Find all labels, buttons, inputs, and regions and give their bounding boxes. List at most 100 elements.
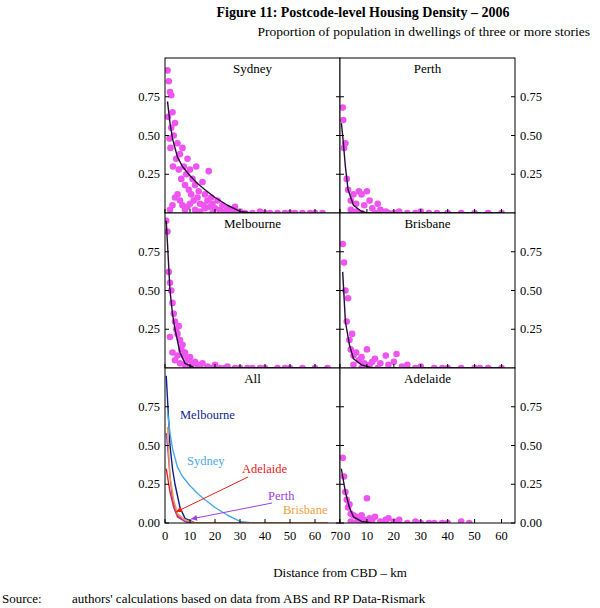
- line: [166, 433, 327, 523]
- x-tick: [340, 519, 341, 523]
- x-tick: [290, 519, 291, 523]
- point: [165, 67, 171, 74]
- y-tick: [336, 445, 340, 446]
- point: [340, 104, 346, 111]
- x-tick: [290, 364, 291, 368]
- source: authors' calculations based on data from…: [72, 591, 426, 606]
- plot-marks: [340, 455, 473, 523]
- point: [175, 323, 182, 330]
- x-tick: [340, 209, 341, 213]
- y-tick: [511, 484, 515, 485]
- point: [341, 259, 348, 266]
- y-tick: [340, 135, 344, 136]
- x-tick-label: 60: [309, 529, 322, 543]
- y-tick: [165, 290, 169, 291]
- arrow-head: [176, 507, 183, 512]
- plot-marks: [165, 217, 331, 368]
- line: [168, 411, 328, 523]
- y-tick-label: 0.25: [138, 477, 160, 491]
- point: [165, 228, 171, 235]
- x-tick-label: 20: [209, 529, 222, 543]
- y-tick: [340, 406, 344, 407]
- point: [199, 179, 206, 186]
- x-tick: [190, 364, 191, 368]
- y-tick: [336, 174, 340, 175]
- figure-subtitle: Proportion of population in dwellings of…: [257, 24, 590, 39]
- x-tick: [340, 364, 341, 368]
- x-tick: [215, 519, 216, 523]
- point: [382, 352, 389, 359]
- series-label: Brisbane: [283, 503, 328, 517]
- point: [169, 202, 176, 209]
- line: [166, 376, 327, 523]
- panel: 01020304050600.000.250.500.75Adelaide: [339, 368, 541, 543]
- panel: 0.250.500.75Perth: [339, 58, 541, 216]
- point: [202, 205, 209, 212]
- line: [168, 101, 266, 213]
- x-tick: [265, 209, 266, 213]
- point: [404, 362, 411, 368]
- x-tick: [393, 519, 394, 523]
- label-arrow: [176, 477, 248, 512]
- x-tick: [447, 209, 448, 213]
- y-tick-label: 0.75: [138, 245, 160, 259]
- point: [372, 355, 379, 362]
- x-tick-label: 0: [344, 529, 350, 543]
- y-tick-label: 0.50: [520, 284, 542, 298]
- point: [169, 109, 176, 116]
- x-tick: [165, 364, 166, 368]
- label-arrow: [191, 503, 272, 519]
- x-tick: [190, 519, 191, 523]
- point: [417, 363, 424, 368]
- point: [340, 241, 346, 248]
- point: [349, 331, 356, 338]
- y-tick-label: 0.25: [520, 167, 542, 181]
- x-tick-label: 30: [415, 529, 428, 543]
- y-tick-label: 0.75: [520, 400, 542, 414]
- panel-title: All: [244, 371, 261, 386]
- x-tick: [501, 519, 502, 523]
- x-tick-label: 30: [234, 529, 247, 543]
- point: [178, 176, 185, 183]
- point: [188, 191, 195, 198]
- x-tick-label: 20: [388, 529, 401, 543]
- y-tick: [340, 523, 344, 524]
- point: [172, 120, 179, 127]
- plot-background: [165, 213, 340, 368]
- point: [374, 200, 381, 207]
- y-tick: [336, 251, 340, 252]
- plot-marks: [165, 67, 326, 213]
- point: [366, 197, 373, 204]
- point: [205, 168, 212, 175]
- y-tick: [511, 406, 515, 407]
- point: [179, 341, 186, 348]
- point: [364, 346, 371, 353]
- x-tick: [393, 209, 394, 213]
- x-tick-label: 60: [495, 529, 508, 543]
- x-tick: [501, 209, 502, 213]
- y-tick: [340, 445, 344, 446]
- point: [187, 200, 194, 207]
- point: [170, 163, 177, 170]
- plot-marks: [166, 376, 327, 523]
- x-tick: [366, 364, 367, 368]
- x-tick: [240, 364, 241, 368]
- x-tick: [340, 519, 341, 523]
- point: [350, 362, 357, 368]
- x-axis-label: Distance from CBD – km: [273, 565, 407, 580]
- x-tick: [315, 209, 316, 213]
- y-tick-label: 0.50: [520, 129, 542, 143]
- y-tick-label: 0.50: [520, 439, 542, 453]
- point: [353, 349, 360, 356]
- point: [182, 349, 189, 356]
- frame: [340, 213, 515, 368]
- x-tick: [265, 364, 266, 368]
- line: [166, 221, 327, 368]
- y-tick: [340, 290, 344, 291]
- panel-title: Melbourne: [224, 216, 281, 231]
- point: [458, 518, 465, 523]
- point: [396, 208, 403, 213]
- point: [393, 351, 400, 358]
- x-tick: [340, 209, 341, 213]
- point: [174, 140, 181, 147]
